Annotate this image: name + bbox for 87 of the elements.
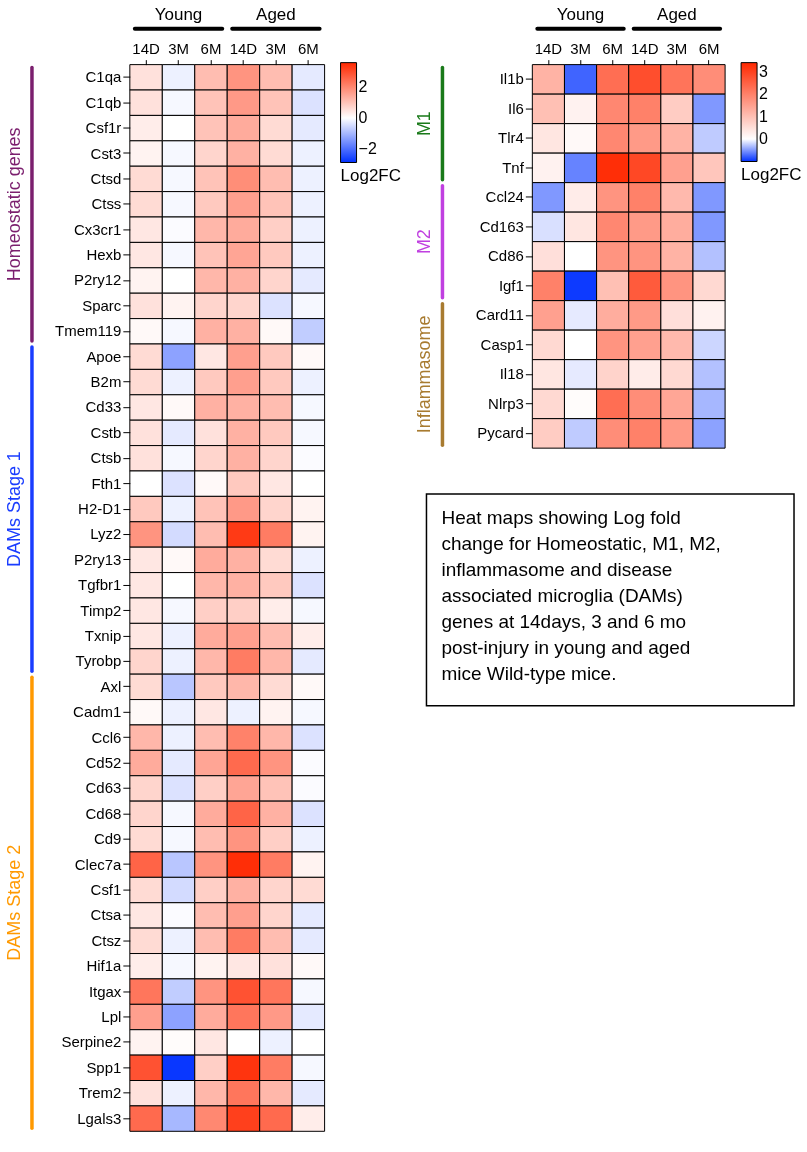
- y-tick-label: C1qa: [85, 68, 123, 86]
- x-tick-label: 3M: [168, 40, 189, 58]
- y-tick-label: P2ry12: [73, 271, 122, 289]
- text: Aged: [657, 4, 697, 24]
- y-tick-label: Clec7a: [74, 855, 123, 873]
- y-tick-label: Il1b: [499, 70, 524, 88]
- y-tick-label: Card11: [475, 306, 524, 324]
- y-tick-label: Cd63: [85, 779, 122, 797]
- y-tick-label: Cadm1: [73, 703, 122, 721]
- y-tick-label: Serpine2: [61, 1033, 122, 1051]
- y-tick-label: Ctss: [91, 195, 122, 213]
- y-tick-label: Nlrp3: [488, 394, 524, 412]
- color-bar-label: 0: [358, 108, 368, 126]
- color-bar-label: 1: [759, 107, 769, 125]
- y-tick-label: Itgax: [88, 982, 122, 1000]
- text: Inflammasome: [414, 315, 435, 434]
- y-tick-label: Ctsb: [90, 449, 122, 467]
- x-tick-label: 6M: [602, 40, 624, 58]
- y-tick-label: Cd9: [93, 830, 122, 848]
- text: M1: [414, 111, 435, 137]
- y-tick-label: B2m: [90, 373, 122, 391]
- y-tick-label: Il6: [508, 99, 524, 117]
- text: Aged: [256, 4, 296, 24]
- x-tick-label: 3M: [570, 40, 591, 58]
- y-tick-label: Tlr4: [498, 129, 524, 147]
- y-tick-label: Ccl6: [91, 728, 122, 746]
- y-tick-label: Cstb: [90, 423, 122, 441]
- y-tick-label: Csf1: [90, 881, 122, 899]
- x-tick-label: 3M: [265, 40, 287, 58]
- color-bar-title: Log2FC: [741, 165, 802, 185]
- color-bar-label: 2: [759, 85, 769, 103]
- x-tick-label: 14D: [229, 40, 258, 58]
- x-tick-label: 6M: [698, 40, 720, 58]
- y-tick-label: Lyz2: [90, 525, 122, 543]
- x-tick-label: 14D: [132, 40, 160, 58]
- x-tick-label: 6M: [297, 40, 319, 58]
- y-tick-label: Cd163: [479, 217, 524, 235]
- y-tick-label: H2-D1: [78, 500, 122, 518]
- y-tick-label: Sparc: [82, 296, 122, 314]
- color-bar-title: Log2FC: [340, 166, 401, 186]
- color-bar-label: 2: [358, 78, 368, 96]
- y-tick-label: C1qb: [85, 93, 122, 111]
- y-tick-label: Cd33: [85, 398, 122, 416]
- text: Homeostatic genes: [3, 127, 24, 282]
- y-tick-label: Tyrobp: [75, 652, 122, 670]
- text: DAMs Stage 1: [3, 451, 24, 567]
- y-tick-label: P2ry13: [73, 550, 122, 568]
- text: Young: [556, 4, 605, 24]
- text: Heat maps showing Log fold change for Homeostatic, M1, M2, inflammasome and disease associated microglia (DAMs) genes at 14days, 3 and 6 mo post-injury in young and aged mice Wild-type mice.: [441, 507, 721, 684]
- y-tick-label: Hif1a: [86, 957, 123, 975]
- y-tick-label: Ctsd: [90, 169, 122, 187]
- y-tick-label: Tmem119: [55, 322, 122, 340]
- y-tick-label: Txnip: [84, 627, 122, 645]
- y-tick-label: Ccl24: [485, 188, 524, 206]
- color-bar-label: −2: [358, 139, 377, 157]
- y-tick-label: Fth1: [91, 474, 122, 492]
- y-tick-label: Lpl: [101, 1008, 122, 1026]
- y-tick-label: Lgals3: [77, 1109, 122, 1127]
- x-tick-label: 6M: [200, 40, 222, 58]
- text: Young: [154, 4, 203, 24]
- y-tick-label: Pycard: [477, 424, 524, 442]
- y-tick-label: Cd52: [85, 754, 122, 772]
- y-tick-label: Il18: [499, 365, 524, 383]
- y-tick-label: Hexb: [86, 246, 122, 264]
- y-tick-label: Casp1: [480, 335, 524, 353]
- y-tick-label: Cd86: [488, 247, 524, 265]
- y-tick-label: Cd68: [85, 804, 122, 822]
- text: DAMs Stage 2: [3, 844, 24, 961]
- y-tick-label: Tnf: [502, 158, 525, 176]
- y-tick-label: Trem2: [78, 1084, 122, 1102]
- color-bar-label: 0: [759, 130, 769, 148]
- text: M2: [414, 229, 435, 255]
- x-tick-label: 14D: [534, 40, 563, 58]
- y-tick-label: Cst3: [90, 144, 122, 162]
- y-tick-label: Igf1: [498, 276, 524, 294]
- y-tick-label: Csf1r: [85, 119, 122, 137]
- color-bar-label: 3: [759, 62, 769, 80]
- y-tick-label: Apoe: [86, 347, 122, 365]
- y-tick-label: Cx3cr1: [73, 220, 122, 238]
- y-tick-label: Tgfbr1: [78, 576, 122, 594]
- y-tick-label: Ctsa: [90, 906, 123, 924]
- y-tick-label: Spp1: [86, 1058, 122, 1076]
- y-tick-label: Axl: [100, 677, 122, 695]
- y-tick-label: Timp2: [80, 601, 122, 619]
- y-tick-label: Ctsz: [91, 931, 122, 949]
- x-tick-label: 14D: [631, 40, 659, 58]
- x-tick-label: 3M: [666, 40, 688, 58]
